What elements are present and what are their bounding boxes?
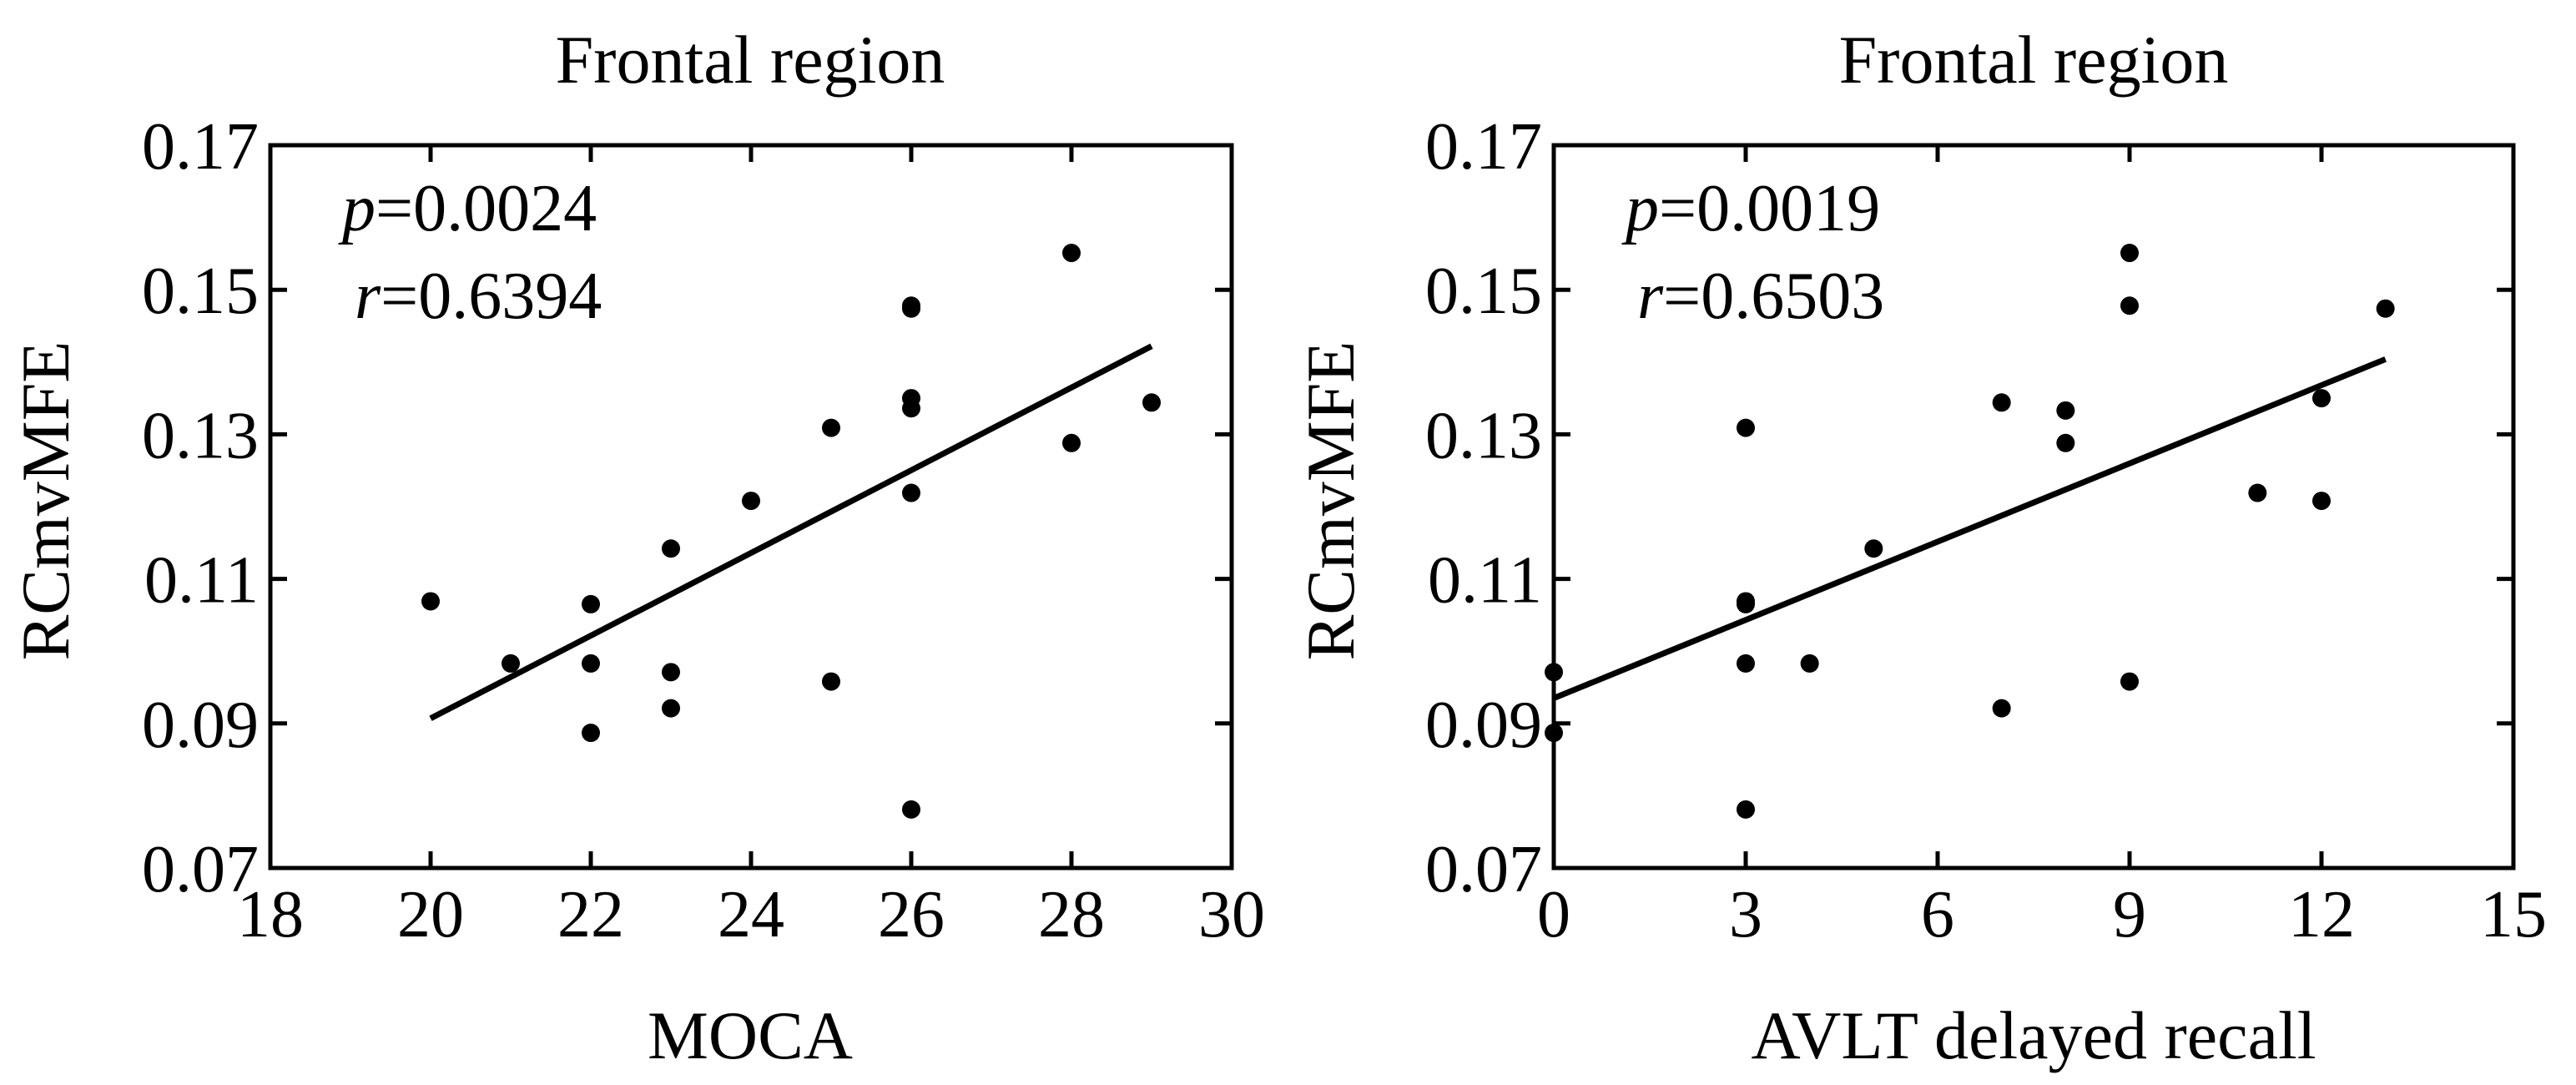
data-point xyxy=(2056,433,2075,452)
data-point xyxy=(582,594,600,613)
data-point xyxy=(902,299,920,318)
r-value-text: r=0.6394 xyxy=(355,260,602,333)
y-tick-label: 0.11 xyxy=(144,544,259,618)
y-tick-label: 0.17 xyxy=(1425,110,1542,184)
data-point xyxy=(1864,539,1883,558)
y-tick-label: 0.09 xyxy=(1425,689,1542,762)
p-value-text: p=0.0024 xyxy=(338,172,597,245)
data-point xyxy=(902,483,920,502)
data-point xyxy=(662,663,680,682)
data-point xyxy=(1142,393,1161,412)
data-point xyxy=(582,654,600,673)
x-tick-label: 30 xyxy=(1198,878,1265,951)
data-point xyxy=(1062,433,1081,452)
x-tick-label: 15 xyxy=(2480,878,2547,951)
y-tick-label: 0.15 xyxy=(142,255,259,328)
data-point xyxy=(2120,672,2139,691)
x-tick-label: 12 xyxy=(2288,878,2355,951)
data-point xyxy=(1062,244,1081,263)
x-axis-label: AVLT delayed recall xyxy=(1751,997,2316,1073)
data-point xyxy=(1737,418,1755,437)
data-point xyxy=(662,539,680,558)
plot-frame xyxy=(1551,143,2516,871)
data-point xyxy=(1737,654,1755,673)
chart-title: Frontal region xyxy=(556,22,945,98)
data-point xyxy=(2120,244,2139,263)
data-point xyxy=(1992,393,2011,412)
r-value-text: r=0.6503 xyxy=(1637,260,1884,333)
x-tick-label: 28 xyxy=(1038,878,1105,951)
y-tick-label: 0.15 xyxy=(1425,255,1542,328)
data-point xyxy=(2312,389,2331,408)
data-point xyxy=(1992,699,2011,718)
x-axis-label: MOCA xyxy=(648,997,853,1073)
chart-title: Frontal region xyxy=(1839,22,2229,98)
data-point xyxy=(2120,296,2139,315)
data-point xyxy=(662,699,680,718)
x-tick-label: 9 xyxy=(2113,878,2146,951)
y-tick-label: 0.07 xyxy=(142,833,259,906)
panel-avlt: Frontal region p=0.0019 r=0.6503 AVLT de… xyxy=(1293,22,2547,1073)
data-point xyxy=(822,418,840,437)
data-point xyxy=(1737,594,1755,613)
x-tick-label: 6 xyxy=(1921,878,1954,951)
data-point xyxy=(421,592,440,611)
data-point xyxy=(822,672,840,691)
p-value-text: p=0.0019 xyxy=(1621,172,1880,245)
data-point xyxy=(2312,492,2331,511)
y-axis-label: RCmvMFE xyxy=(1293,341,1369,661)
x-tick-label: 22 xyxy=(557,878,624,951)
x-tick-label: 20 xyxy=(397,878,464,951)
data-point xyxy=(902,800,920,819)
data-point xyxy=(582,724,600,743)
data-point xyxy=(502,654,520,673)
y-tick-label: 0.13 xyxy=(1425,399,1542,472)
data-point xyxy=(2056,401,2075,420)
y-tick-label: 0.09 xyxy=(142,689,259,762)
data-point xyxy=(1545,663,1563,682)
x-tick-label: 3 xyxy=(1729,878,1762,951)
stats-annotation: p=0.0019 r=0.6503 xyxy=(1621,172,1884,333)
x-tick-label: 18 xyxy=(237,878,304,951)
x-tick-label: 0 xyxy=(1537,878,1570,951)
data-point xyxy=(2376,299,2395,318)
regression-line xyxy=(1552,356,2387,701)
x-tick-label: 26 xyxy=(878,878,945,951)
y-tick-label: 0.17 xyxy=(142,110,259,184)
data-point xyxy=(1545,724,1563,743)
y-tick-label: 0.11 xyxy=(1428,544,1542,618)
data-point xyxy=(742,492,760,511)
data-point xyxy=(1737,800,1755,819)
y-tick-label: 0.13 xyxy=(142,399,259,472)
data-point xyxy=(2248,483,2267,502)
stats-annotation: p=0.0024 r=0.6394 xyxy=(338,172,602,333)
x-tick-label: 24 xyxy=(718,878,784,951)
regression-line xyxy=(429,343,1153,721)
data-point xyxy=(1800,654,1819,673)
data-point xyxy=(902,399,920,418)
y-axis-label: RCmvMFE xyxy=(8,341,83,661)
panel-moca: Frontal region p=0.0024 r=0.6394 MOCA RC… xyxy=(8,22,1265,1073)
y-tick-label: 0.07 xyxy=(1425,833,1542,906)
